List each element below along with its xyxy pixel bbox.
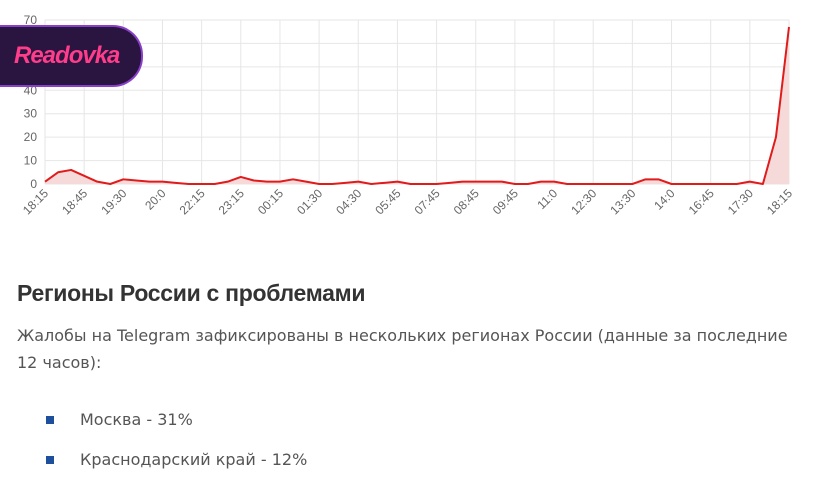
- section-text: Жалобы на Telegram зафиксированы в неско…: [17, 326, 788, 372]
- y-tick-label: 0: [30, 177, 37, 191]
- bullet: [46, 456, 54, 464]
- logo-badge: Readovka: [0, 25, 143, 87]
- x-tick-label: 16:45: [686, 186, 717, 217]
- x-tick-label: 23:15: [216, 186, 247, 217]
- x-tick-label: 14:0: [651, 186, 678, 213]
- bullet: [46, 416, 54, 424]
- x-tick-label: 18:15: [764, 186, 795, 217]
- y-tick-label: 20: [24, 130, 38, 144]
- y-tick-label: 70: [24, 13, 38, 27]
- x-tick-label: 01:30: [294, 186, 325, 217]
- x-tick-label: 11:0: [534, 186, 560, 212]
- x-tick-label: 04:30: [333, 186, 364, 217]
- line: [44, 26, 790, 185]
- x-tick-label: 22:15: [177, 186, 208, 217]
- x-tick-label: 18:15: [20, 186, 51, 217]
- x-tick-label: 17:30: [725, 186, 756, 217]
- section-title: Регионы России с проблемами: [17, 280, 366, 306]
- x-tick-label: 05:45: [372, 186, 403, 217]
- list-item: Москва - 31%: [80, 410, 193, 429]
- x-tick-label: 07:45: [412, 186, 443, 217]
- x-tick-label: 13:30: [607, 186, 638, 217]
- chart: 01020304050607018:1518:4519:3020:022:152…: [20, 13, 795, 217]
- x-tick-label: 09:45: [490, 186, 521, 217]
- x-tick-label: 00:15: [255, 186, 286, 217]
- list-item: Краснодарский край - 12%: [80, 450, 308, 469]
- x-tick-label: 19:30: [98, 186, 129, 217]
- x-tick-label: 12:30: [568, 186, 599, 217]
- x-tick-label: 18:45: [59, 186, 90, 217]
- logo: Readovka: [14, 42, 120, 69]
- y-tick-label: 30: [24, 107, 38, 121]
- x-tick-label: 08:45: [451, 186, 482, 217]
- y-tick-label: 10: [24, 154, 38, 168]
- x-tick-label: 20:0: [142, 186, 169, 213]
